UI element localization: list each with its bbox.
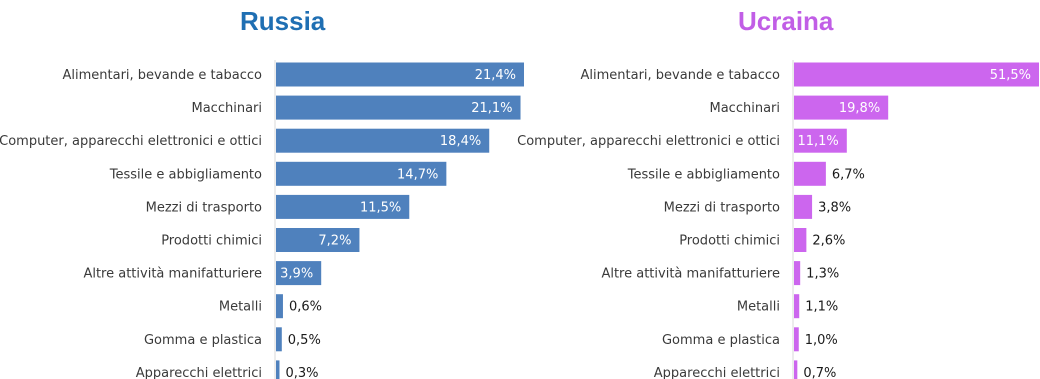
value-label: 1,0% bbox=[805, 333, 838, 348]
value-label: 0,3% bbox=[285, 366, 318, 379]
bar-russia bbox=[276, 261, 322, 286]
value-label: 3,9% bbox=[280, 267, 313, 282]
value-label: 7,2% bbox=[318, 234, 351, 249]
category-label: Macchinari bbox=[192, 101, 263, 116]
category-label: Mezzi di trasporto bbox=[664, 200, 780, 215]
value-label: 0,7% bbox=[803, 366, 836, 379]
bar-chart-ucraina: Alimentari, bevande e tabacco 51,5% Macchi… bbox=[517, 60, 1039, 379]
bar-ucraina bbox=[794, 261, 801, 286]
chart-title-ucraina: Ucraina bbox=[738, 6, 834, 36]
bar-russia bbox=[276, 161, 447, 186]
value-label: 11,1% bbox=[797, 134, 838, 149]
bar-ucraina bbox=[794, 128, 847, 153]
value-label: 14,7% bbox=[397, 167, 438, 182]
bar-ucraina bbox=[794, 294, 800, 319]
value-label: 11,5% bbox=[360, 200, 401, 215]
value-label: 1,1% bbox=[805, 300, 838, 315]
bar-russia bbox=[276, 228, 360, 252]
value-label: 2,6% bbox=[812, 234, 845, 249]
category-label: Computer, apparecchi elettronici e ottic… bbox=[0, 134, 262, 149]
value-label: 18,4% bbox=[440, 134, 481, 149]
category-label: Prodotti chimici bbox=[161, 234, 262, 249]
category-label: Prodotti chimici bbox=[679, 234, 780, 249]
value-label: 6,7% bbox=[832, 167, 865, 182]
bar-russia bbox=[276, 360, 280, 379]
bar-ucraina bbox=[794, 194, 813, 219]
category-label: Alimentari, bevande e tabacco bbox=[63, 68, 263, 83]
bar-ucraina bbox=[794, 228, 807, 252]
value-label: 21,1% bbox=[471, 101, 512, 116]
value-label: 51,5% bbox=[990, 68, 1031, 83]
bar-russia bbox=[276, 327, 282, 352]
value-label: 21,4% bbox=[475, 68, 516, 83]
bar-ucraina bbox=[794, 95, 889, 120]
bar-russia bbox=[276, 194, 410, 219]
category-label: Altre attività manifatturiere bbox=[601, 267, 780, 282]
bar-ucraina bbox=[794, 161, 826, 186]
value-label: 1,3% bbox=[806, 267, 839, 282]
category-label: Gomma e plastica bbox=[144, 333, 262, 348]
bar-russia bbox=[276, 62, 524, 87]
value-label: 19,8% bbox=[839, 101, 880, 116]
category-label: Tessile e abbigliamento bbox=[627, 167, 780, 182]
category-label: Computer, apparecchi elettronici e ottic… bbox=[517, 134, 780, 149]
category-label: Metalli bbox=[737, 300, 780, 315]
chart-title-russia: Russia bbox=[240, 6, 326, 36]
category-label: Apparecchi elettrici bbox=[654, 366, 780, 379]
category-label: Metalli bbox=[219, 300, 262, 315]
bar-russia bbox=[276, 294, 283, 319]
value-label: 0,5% bbox=[288, 333, 321, 348]
bar-russia bbox=[276, 128, 490, 153]
category-label: Macchinari bbox=[710, 101, 781, 116]
category-label: Tessile e abbigliamento bbox=[109, 167, 262, 182]
bar-ucraina bbox=[794, 360, 798, 379]
category-label: Gomma e plastica bbox=[662, 333, 780, 348]
chart-panel-ucraina: Ucraina Alimentari, bevande e tabacco 51,… bbox=[517, 0, 1040, 379]
bar-ucraina bbox=[794, 327, 799, 352]
category-label: Mezzi di trasporto bbox=[146, 200, 262, 215]
value-label: 0,6% bbox=[289, 300, 322, 315]
bar-chart-russia: Alimentari, bevande e tabacco 21,4% Macchi… bbox=[0, 60, 524, 379]
chart-panel-russia: Russia Alimentari, bevande e tabacco 21,4… bbox=[0, 6, 524, 379]
category-label: Alimentari, bevande e tabacco bbox=[581, 68, 781, 83]
value-label: 3,8% bbox=[818, 200, 851, 215]
bar-ucraina bbox=[794, 62, 1039, 87]
category-label: Apparecchi elettrici bbox=[136, 366, 262, 379]
category-label: Altre attività manifatturiere bbox=[83, 267, 262, 282]
bar-russia bbox=[276, 95, 521, 120]
